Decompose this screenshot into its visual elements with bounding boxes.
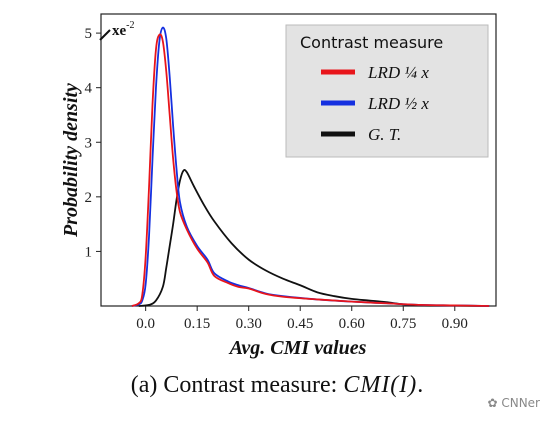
x-tick-label: 0.90 xyxy=(442,316,468,332)
x-tick-label: 0.45 xyxy=(287,316,313,332)
caption-math: CMI(I) xyxy=(343,372,418,398)
y-tick-label: 1 xyxy=(85,244,93,260)
series-layer xyxy=(131,26,490,307)
caption-suffix: . xyxy=(417,372,424,398)
legend-label: LRD ¼ x xyxy=(367,63,429,82)
x-tick-label: 0.60 xyxy=(339,316,365,332)
y-axis: 1 2 3 4 5 xyxy=(85,26,101,260)
figure-caption: (a) Contrast measure: CMI(I). xyxy=(0,372,554,399)
watermark-icon: ✿ xyxy=(487,396,498,410)
x-tick-label: 0.30 xyxy=(236,316,262,332)
legend-title: Contrast measure xyxy=(300,33,443,52)
svg-text:xe-2: xe-2 xyxy=(112,20,135,39)
x-tick-label: 0.15 xyxy=(184,316,210,332)
y-scale-note: xe-2 xyxy=(99,20,135,41)
y-tick-label: 3 xyxy=(85,135,93,151)
legend-box xyxy=(285,24,489,158)
legend: Contrast measure LRD ¼ x LRD ½ x G. T. xyxy=(285,24,489,158)
y-tick-label: 2 xyxy=(85,190,93,206)
legend-label: G. T. xyxy=(368,125,401,144)
watermark-text: CNNer xyxy=(501,396,540,410)
x-tick-label: 0.0 xyxy=(136,316,155,332)
watermark: ✿ CNNer xyxy=(487,396,540,410)
x-tick-label: 0.75 xyxy=(390,316,416,332)
legend-label: LRD ½ x xyxy=(367,94,429,113)
series-line-g-t xyxy=(138,169,490,307)
x-axis-label: Avg. CMI values xyxy=(228,337,367,359)
x-axis: 0.0 0.15 0.30 0.45 0.60 0.75 0.90 xyxy=(136,306,468,332)
y-tick-label: 4 xyxy=(85,81,93,97)
caption-prefix: (a) Contrast measure: xyxy=(130,372,344,398)
y-axis-label: Probability density xyxy=(60,83,82,238)
series-line-lrd-x xyxy=(131,33,490,307)
y-tick-label: 5 xyxy=(85,26,93,42)
